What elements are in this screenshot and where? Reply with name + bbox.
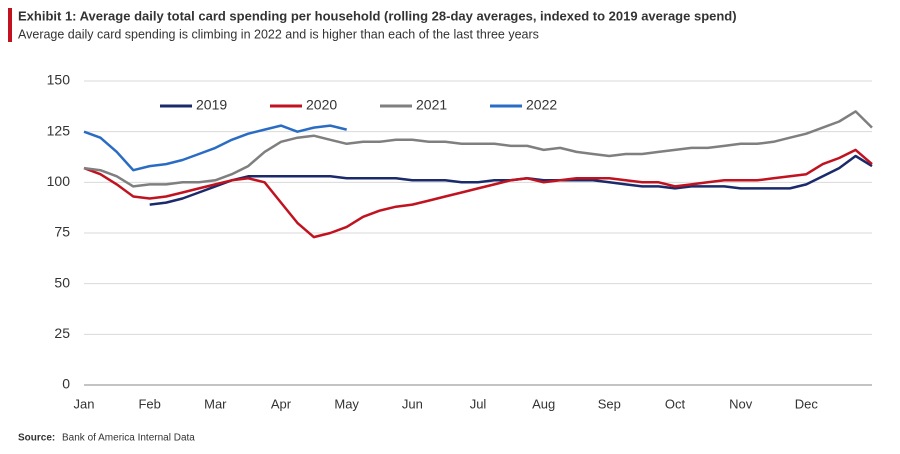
series-line	[83, 110, 873, 188]
source: Bank of America Internal Data	[62, 433, 195, 444]
x-tick-label: Apr	[271, 396, 292, 411]
x-tick-label: Dec	[795, 396, 819, 411]
x-tick-label: Aug	[532, 396, 555, 411]
legend-label: 2019	[196, 97, 227, 113]
legend-label: 2021	[416, 97, 447, 113]
x-tick-label: Jul	[470, 396, 487, 411]
series-line	[83, 148, 873, 239]
y-tick-label: 75	[54, 224, 70, 240]
x-tick-label: May	[334, 396, 359, 411]
y-tick-label: 25	[54, 325, 70, 341]
legend-label: 2020	[306, 97, 337, 113]
y-tick-label: 125	[47, 122, 71, 138]
legend-label: 2022	[526, 97, 557, 113]
x-tick-label: Jan	[74, 396, 95, 411]
chart-subtitle: Average daily card spending is climbing …	[18, 27, 539, 41]
series-line	[83, 124, 347, 172]
y-tick-label: 150	[47, 72, 71, 88]
x-tick-label: Nov	[729, 396, 753, 411]
x-tick-label: Feb	[138, 396, 160, 411]
y-tick-label: 0	[62, 376, 70, 392]
x-tick-label: Oct	[665, 396, 686, 411]
title-accent	[8, 8, 12, 42]
source-label: Source:	[18, 433, 55, 444]
y-tick-label: 100	[47, 173, 71, 189]
y-tick-label: 50	[54, 274, 70, 290]
x-tick-label: Sep	[598, 396, 621, 411]
x-tick-label: Mar	[204, 396, 227, 411]
x-tick-label: Jun	[402, 396, 423, 411]
chart-title: Exhibit 1: Average daily total card spen…	[18, 8, 737, 23]
